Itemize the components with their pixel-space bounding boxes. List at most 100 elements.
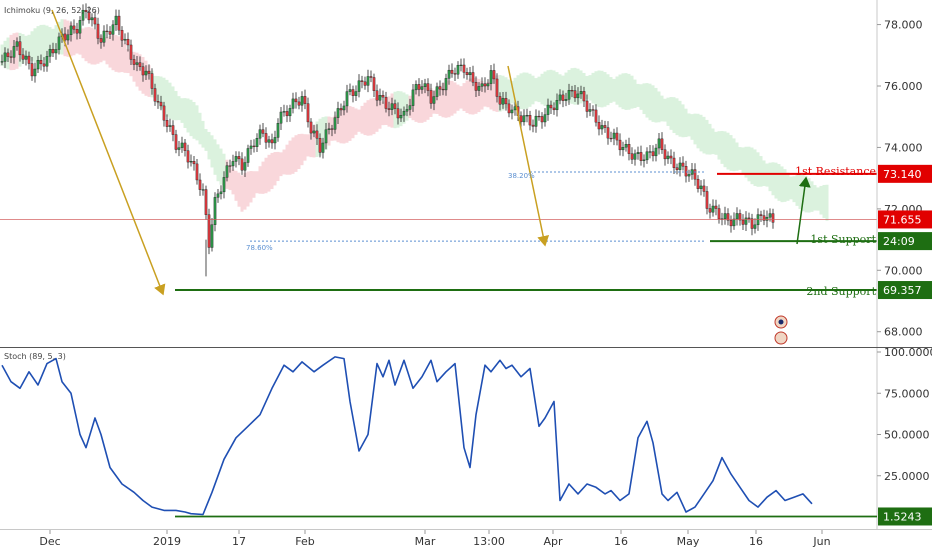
support-resistance-levels — [0, 171, 877, 292]
price-axis: 78.00076.00074.00072.00070.00068.00073.1… — [0, 0, 932, 530]
candle-body — [9, 56, 13, 58]
cloud-segment — [378, 99, 382, 129]
candle-body — [201, 189, 205, 191]
candle-body — [483, 83, 487, 87]
candle-body — [96, 23, 100, 39]
candle-body — [318, 138, 322, 153]
cloud-segment — [555, 72, 559, 104]
stoch-tick-label: 25.0000 — [884, 470, 930, 483]
cloud-segment — [741, 147, 745, 174]
candle-body — [417, 84, 421, 90]
candle-body — [231, 161, 235, 167]
candle-body — [243, 162, 247, 171]
cloud-segment — [525, 72, 529, 109]
candle-body — [501, 98, 505, 105]
resistance-1-label: 1st Resistance — [795, 165, 876, 178]
candle-body — [468, 72, 472, 76]
cloud-segment — [684, 108, 688, 138]
cloud-segment — [348, 106, 352, 141]
candle-body — [537, 115, 541, 118]
candle-body — [489, 70, 493, 84]
cloud-segment — [27, 34, 31, 60]
cloud-segment — [39, 24, 43, 62]
candle-body — [636, 152, 640, 154]
cloud-segment — [234, 170, 238, 201]
current-price-badge — [878, 210, 932, 229]
candle-body — [552, 107, 556, 111]
price-tick-label: 70.000 — [884, 264, 923, 277]
candle-body — [579, 91, 583, 95]
candle-body — [525, 115, 529, 117]
cloud-segment — [654, 87, 658, 123]
cloud-segment — [621, 73, 625, 110]
candle-body — [495, 78, 499, 97]
cloud-segment — [90, 27, 94, 65]
cloud-segment — [549, 69, 553, 107]
cloud-segment — [771, 162, 775, 196]
cloud-segment — [258, 166, 262, 194]
cloud-segment — [435, 88, 439, 114]
cloud-segment — [747, 146, 751, 182]
cloud-segment — [219, 148, 223, 185]
support-2-badge — [878, 281, 932, 300]
time-tick-label: Dec — [39, 535, 60, 548]
candle-body — [402, 110, 406, 116]
cloud-segment — [438, 85, 442, 116]
fib-38-label: 38.20% — [508, 172, 535, 180]
cloud-segment — [51, 28, 55, 51]
candle-body — [195, 163, 199, 181]
stoch-tick-label: 75.0000 — [884, 387, 930, 400]
candle-body — [363, 81, 367, 86]
candle-body — [51, 48, 55, 54]
candle-body — [321, 142, 325, 153]
cloud-segment — [375, 98, 379, 132]
cloud-segment — [624, 73, 628, 110]
cloud-segment — [297, 134, 301, 170]
cloud-segment — [96, 32, 100, 64]
cloud-segment — [351, 106, 355, 139]
cloud-segment — [561, 75, 565, 99]
candle-body — [186, 150, 190, 163]
candle-body — [744, 217, 748, 225]
cloud-segment — [528, 73, 532, 107]
candle-body — [447, 69, 451, 79]
candle-body — [174, 134, 178, 150]
candle-body — [237, 156, 241, 160]
cloud-segment — [420, 86, 424, 123]
candle-body — [138, 62, 142, 67]
candle-body — [498, 96, 502, 105]
candle-body — [588, 109, 592, 112]
candle-body — [369, 76, 373, 78]
cloud-segment — [204, 129, 208, 151]
candle-body — [99, 38, 103, 43]
cloud-segment — [732, 138, 736, 172]
candle-body — [279, 111, 283, 124]
cloud-segment — [156, 76, 160, 104]
cloud-segment — [177, 96, 181, 121]
stoch-support-badge — [878, 507, 932, 526]
cloud-segment — [630, 75, 634, 109]
candle-body — [762, 215, 766, 221]
candle-body — [66, 34, 70, 41]
candle-body — [273, 137, 277, 144]
candle-body — [648, 151, 652, 153]
cloud-segment — [801, 174, 805, 212]
candle-body — [6, 52, 10, 57]
cloud-segment — [255, 171, 259, 194]
cloud-segment — [714, 131, 718, 155]
candle-body — [702, 185, 706, 192]
cloud-segment — [681, 104, 685, 138]
cloud-segment — [357, 109, 361, 132]
candle-body — [45, 56, 49, 67]
candle-body — [306, 103, 310, 123]
stoch-panel: 100.0000 75.0000 50.0000 25.0000 1.5243 — [1, 346, 932, 526]
cloud-segment — [585, 75, 589, 100]
cloud-segment — [288, 140, 292, 175]
candle-body — [312, 130, 316, 134]
cloud-segment — [756, 152, 760, 187]
cloud-segment — [252, 171, 256, 198]
candle-body — [657, 138, 661, 149]
candle-body — [381, 95, 385, 98]
candle-body — [519, 115, 523, 123]
